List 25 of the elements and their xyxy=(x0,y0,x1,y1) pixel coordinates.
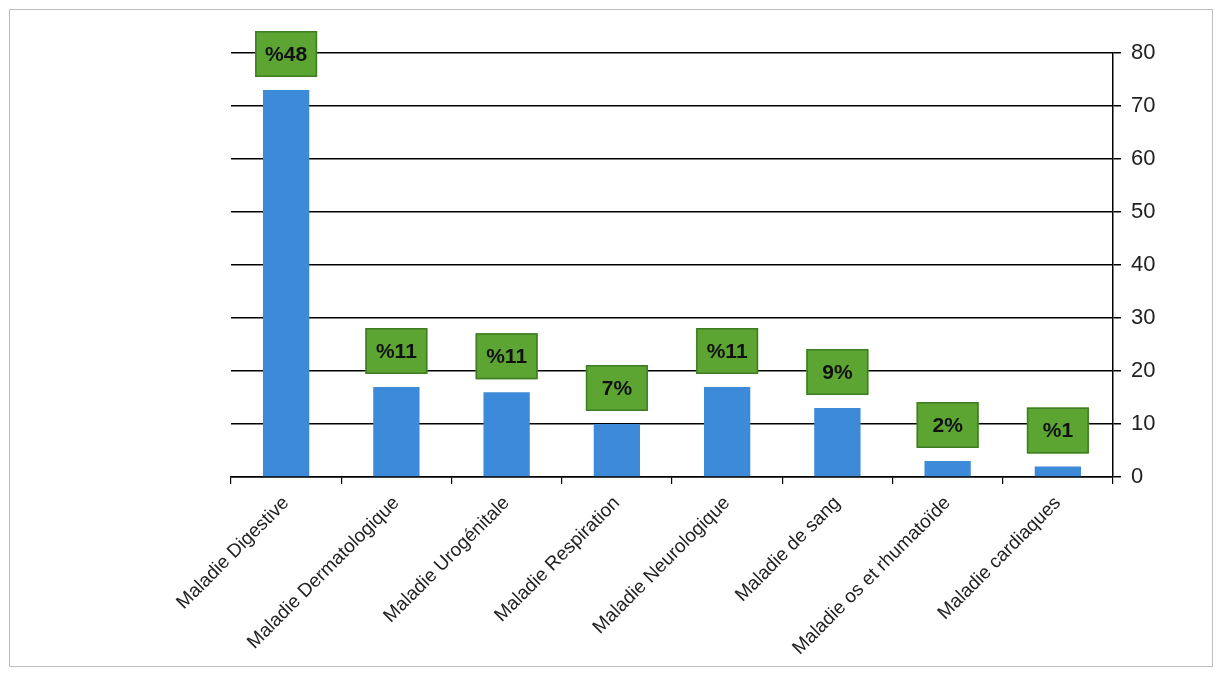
y-tick-label: 30 xyxy=(1131,304,1156,330)
bar xyxy=(814,408,861,477)
annotation: %1 xyxy=(1042,418,1074,442)
y-tick-label: 0 xyxy=(1131,463,1144,489)
y-tick-label: 60 xyxy=(1131,145,1156,171)
annotation: 2% xyxy=(932,412,964,436)
annotation: %11 xyxy=(706,338,748,362)
annotation: 9% xyxy=(822,359,853,383)
y-tick-label: 80 xyxy=(1131,39,1156,65)
bar xyxy=(593,424,641,477)
annotation: %11 xyxy=(486,344,528,367)
annotation: %48 xyxy=(265,41,308,65)
bar xyxy=(1034,466,1082,477)
annotation: 7% xyxy=(601,375,633,399)
bar xyxy=(924,461,971,477)
bar xyxy=(483,392,530,477)
y-tick-label: 50 xyxy=(1131,198,1156,224)
bar xyxy=(703,386,751,477)
bar xyxy=(373,386,420,477)
y-tick-label: 70 xyxy=(1131,92,1156,118)
y-tick-label: 10 xyxy=(1131,410,1156,436)
y-tick-label: 40 xyxy=(1131,251,1156,277)
bar xyxy=(262,90,310,477)
y-tick-label: 20 xyxy=(1131,357,1156,383)
annotation: %11 xyxy=(375,338,418,362)
